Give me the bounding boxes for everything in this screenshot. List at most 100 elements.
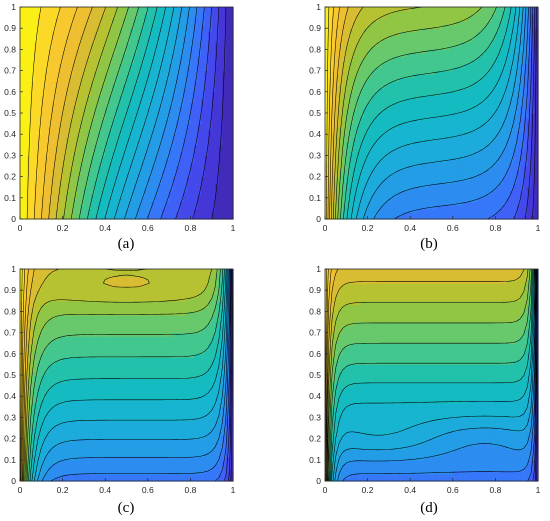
contour-line <box>327 268 525 482</box>
y-tick-label: 0 <box>11 214 16 224</box>
y-tick-label: 0.2 <box>309 434 321 444</box>
y-tick-label: 0.1 <box>4 455 16 465</box>
chart-panel-d: 0 0.2 0.4 0.6 0.8 1 0 0.1 0.2 0.3 0.4 0.5 0.6 0.7 0.8 0… <box>305 262 550 499</box>
y-tick-label: 0.3 <box>4 150 16 160</box>
contour-line <box>223 268 232 482</box>
y-tick-label: 0.5 <box>309 370 321 380</box>
contour-line <box>326 268 339 482</box>
contour-line <box>192 6 220 220</box>
contour-line <box>228 268 233 482</box>
y-tick-label: 0 <box>316 214 321 224</box>
contour-line <box>24 268 213 482</box>
contour-line <box>362 6 524 220</box>
contour-line <box>41 6 78 220</box>
y-tick-label: 0.4 <box>309 129 321 139</box>
contour-line <box>333 6 364 220</box>
y-tick-label: 1 <box>11 2 16 12</box>
contour-line <box>373 6 527 220</box>
contour-line <box>536 268 538 482</box>
contour-lines <box>26 6 227 220</box>
y-tick-label: 0.6 <box>309 349 321 359</box>
contour-line <box>327 268 531 482</box>
x-tick-label: 0.8 <box>184 223 196 232</box>
contour-line <box>175 6 212 220</box>
contour-line <box>31 268 227 482</box>
x-tick-label: 0.2 <box>362 485 374 494</box>
contour-line <box>22 268 35 482</box>
contour-line <box>343 6 506 220</box>
contour-line <box>328 268 532 482</box>
contour-line <box>41 268 230 482</box>
y-tick-label: 0.3 <box>309 150 321 160</box>
y-tick-label: 0 <box>11 476 16 486</box>
contour-plot-c: 0 0.2 0.4 0.6 0.8 1 0 0.1 0.2 0.3 0.4 0.5 0.6 0.7 0.8 0… <box>4 264 235 495</box>
x-tick-label: 1 <box>536 485 541 494</box>
y-tick-label: 0.8 <box>309 44 321 54</box>
x-tick-label: 1 <box>231 223 236 232</box>
contour-line <box>346 6 512 220</box>
contour-line <box>532 6 537 220</box>
y-tick-label: 1 <box>316 264 321 274</box>
contour-line <box>33 6 61 220</box>
contour-lines <box>325 268 538 482</box>
y-tick-label: 0.6 <box>4 349 16 359</box>
y-tick-label: 0.7 <box>309 328 321 338</box>
contour-line <box>334 268 536 482</box>
contour-line <box>211 6 227 220</box>
contour-lines <box>20 268 233 482</box>
contour-line <box>331 268 535 482</box>
x-tick-label: 0.2 <box>57 223 69 232</box>
contour-line <box>332 268 536 482</box>
y-tick-label: 0.7 <box>4 66 16 76</box>
x-tick-label: 0.2 <box>57 485 69 494</box>
contour-lines <box>326 6 537 220</box>
chart-panel-a: 0 0.2 0.4 0.6 0.8 1 0 0.1 0.2 0.3 0.4 0.5 0.6 0.7 0.8 0… <box>0 0 245 237</box>
contour-line <box>331 6 349 220</box>
x-tick-label: 0 <box>323 485 328 494</box>
x-tick-label: 0.8 <box>489 485 501 494</box>
x-tick-label: 0.4 <box>99 223 111 232</box>
y-tick-label: 0.5 <box>309 108 321 118</box>
contour-line <box>394 6 529 220</box>
y-tick-label: 0.1 <box>4 193 16 203</box>
contour-line <box>337 6 483 220</box>
contour-line <box>21 268 29 482</box>
contour-line <box>63 6 118 220</box>
contour-line <box>36 268 229 482</box>
y-tick-label: 0.4 <box>4 391 16 401</box>
x-tick-label: 0.6 <box>447 485 459 494</box>
chart-panel-c: 0 0.2 0.4 0.6 0.8 1 0 0.1 0.2 0.3 0.4 0.5 0.6 0.7 0.8 0… <box>0 262 245 499</box>
x-tick-label: 0 <box>18 485 23 494</box>
chart-panel-b: 0 0.2 0.4 0.6 0.8 1 0 0.1 0.2 0.3 0.4 0.5 0.6 0.7 0.8 0… <box>305 0 550 237</box>
contour-line <box>230 268 233 482</box>
contour-line <box>325 268 327 482</box>
contour-line <box>124 6 183 220</box>
y-tick-label: 0.8 <box>4 306 16 316</box>
contour-line <box>534 268 538 482</box>
contour-line <box>48 6 93 220</box>
contour-line <box>335 6 423 220</box>
y-tick-label: 0.8 <box>4 44 16 54</box>
contour-plot-b: 0 0.2 0.4 0.6 0.8 1 0 0.1 0.2 0.3 0.4 0.5 0.6 0.7 0.8 0… <box>309 2 540 233</box>
y-tick-label: 0.9 <box>309 23 321 33</box>
x-tick-label: 0.6 <box>142 485 154 494</box>
y-tick-label: 0.2 <box>4 434 16 444</box>
contour-line <box>29 268 225 482</box>
x-tick-label: 0.4 <box>99 485 111 494</box>
x-tick-label: 0 <box>323 223 328 232</box>
contour-plot-d: 0 0.2 0.4 0.6 0.8 1 0 0.1 0.2 0.3 0.4 0.5 0.6 0.7 0.8 0… <box>309 264 541 495</box>
contour-line <box>28 268 224 482</box>
contour-line <box>327 268 529 482</box>
y-tick-label: 0.6 <box>4 87 16 97</box>
contour-line <box>330 268 534 482</box>
y-tick-label: 0.7 <box>4 328 16 338</box>
y-tick-label: 0.1 <box>309 455 321 465</box>
contour-line <box>55 6 106 220</box>
contour-line <box>135 6 190 220</box>
x-tick-label: 0.8 <box>184 485 196 494</box>
contour-line <box>356 6 521 220</box>
y-tick-label: 0.9 <box>4 23 16 33</box>
contour-line <box>527 268 537 482</box>
contour-line <box>21 268 26 482</box>
x-tick-label: 0 <box>18 223 23 232</box>
